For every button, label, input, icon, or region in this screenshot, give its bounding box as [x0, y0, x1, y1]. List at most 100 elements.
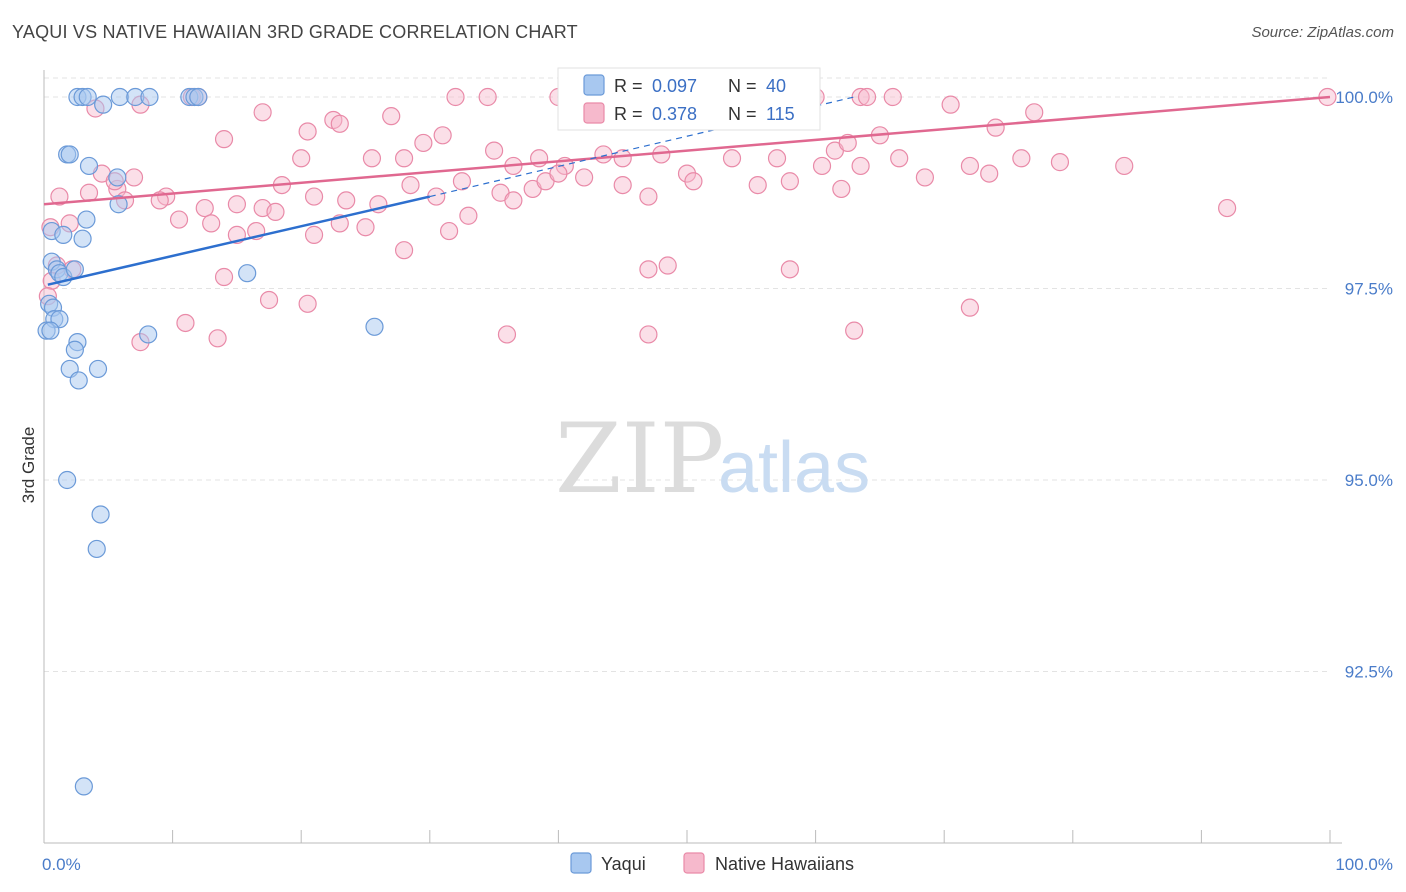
- point-native-hawaiians: [266, 202, 285, 221]
- point-native-hawaiians: [124, 168, 144, 187]
- point-native-hawaiians: [362, 149, 382, 168]
- point-native-hawaiians: [613, 175, 632, 195]
- point-native-hawaiians: [748, 175, 767, 195]
- point-native-hawaiians: [549, 164, 568, 183]
- point-native-hawaiians: [304, 225, 324, 244]
- point-native-hawaiians: [169, 210, 189, 229]
- y-axis-title: 3rd Grade: [19, 427, 38, 504]
- watermark: ZIP atlas: [555, 403, 870, 515]
- point-native-hawaiians: [960, 156, 980, 176]
- y-tick-label: 97.5%: [1345, 280, 1393, 299]
- legend-r-value-hawaiian: 0.378: [652, 104, 697, 124]
- point-native-hawaiians: [298, 122, 317, 141]
- y-tick-label: 100.0%: [1335, 88, 1393, 107]
- point-native-hawaiians: [253, 103, 272, 122]
- grid-layer: 100.0% 97.5% 95.0% 92.5%: [44, 77, 1393, 682]
- x-tick-label-max: 100.0%: [1335, 855, 1393, 874]
- bottom-legend-label-yaqui: Yaqui: [601, 854, 646, 874]
- legend-r-label-hawaiian: R =: [614, 104, 643, 124]
- point-native-hawaiians: [298, 294, 317, 313]
- legend-n-value-yaqui: 40: [766, 76, 786, 96]
- point-native-hawaiians: [433, 126, 452, 145]
- point-native-hawaiians: [941, 95, 960, 114]
- point-native-hawaiians: [330, 114, 349, 133]
- point-native-hawaiians: [639, 260, 658, 279]
- point-native-hawaiians: [780, 260, 799, 279]
- point-native-hawaiians: [890, 149, 909, 168]
- point-native-hawaiians: [639, 187, 658, 206]
- point-native-hawaiians: [658, 256, 677, 275]
- point-yaqui: [91, 505, 110, 524]
- point-native-hawaiians: [1050, 153, 1070, 172]
- point-yaqui: [88, 359, 108, 379]
- point-native-hawaiians: [1012, 149, 1031, 168]
- trend-line-yaqui: [47, 195, 431, 286]
- point-native-hawaiians: [485, 141, 504, 160]
- point-native-hawaiians: [504, 191, 523, 210]
- correlation-legend: R = 0.097 N = 40 R = 0.378 N = 115: [557, 67, 821, 131]
- point-native-hawaiians: [883, 87, 902, 107]
- point-native-hawaiians: [214, 130, 234, 149]
- point-native-hawaiians: [459, 206, 478, 225]
- point-native-hawaiians: [394, 149, 414, 168]
- point-native-hawaiians: [337, 191, 356, 210]
- chart-title: YAQUI VS NATIVE HAWAIIAN 3RD GRADE CORRE…: [12, 22, 578, 42]
- point-native-hawaiians: [960, 298, 980, 317]
- chart-source: Source: ZipAtlas.com: [1251, 24, 1394, 41]
- point-native-hawaiians: [401, 175, 420, 195]
- point-native-hawaiians: [292, 149, 311, 168]
- y-tick-label: 92.5%: [1345, 663, 1393, 682]
- point-native-hawaiians: [176, 313, 195, 333]
- point-yaqui: [140, 87, 159, 107]
- y-tick-label: 95.0%: [1345, 471, 1393, 490]
- point-native-hawaiians: [684, 172, 703, 191]
- point-native-hawaiians: [202, 214, 221, 233]
- point-yaqui: [94, 95, 113, 114]
- point-yaqui: [41, 321, 60, 340]
- point-native-hawaiians: [439, 221, 459, 241]
- point-native-hawaiians: [639, 325, 658, 344]
- point-native-hawaiians: [915, 168, 935, 187]
- axis-layer: 0.0% 100.0%: [42, 70, 1393, 874]
- point-native-hawaiians: [857, 87, 877, 107]
- point-yaqui: [65, 340, 84, 359]
- legend-r-label-yaqui: R =: [614, 76, 643, 96]
- point-yaqui: [65, 260, 84, 279]
- point-yaqui: [139, 325, 158, 344]
- point-native-hawaiians: [50, 187, 69, 206]
- point-native-hawaiians: [394, 241, 414, 260]
- point-native-hawaiians: [208, 329, 227, 348]
- point-native-hawaiians: [478, 87, 497, 107]
- watermark-zip: ZIP: [555, 403, 724, 515]
- legend-n-label-yaqui: N =: [728, 76, 757, 96]
- point-yaqui: [189, 87, 208, 107]
- legend-swatch-native-hawaiians: [583, 102, 605, 124]
- point-yaqui: [77, 210, 96, 229]
- point-yaqui: [108, 168, 127, 187]
- point-yaqui: [73, 229, 92, 248]
- series-yaqui: [37, 87, 384, 796]
- point-native-hawaiians: [446, 87, 465, 107]
- legend-n-value-hawaiian: 115: [766, 104, 795, 124]
- point-native-hawaiians: [767, 149, 787, 168]
- point-native-hawaiians: [195, 198, 214, 218]
- point-native-hawaiians: [356, 218, 375, 237]
- point-native-hawaiians: [832, 179, 851, 199]
- point-native-hawaiians: [414, 133, 433, 153]
- point-native-hawaiians: [575, 168, 594, 187]
- x-tick-label-min: 0.0%: [42, 855, 81, 874]
- point-native-hawaiians: [780, 172, 799, 191]
- point-native-hawaiians: [79, 183, 99, 202]
- point-native-hawaiians: [497, 325, 517, 344]
- point-native-hawaiians: [452, 172, 472, 191]
- point-yaqui: [365, 317, 384, 336]
- point-yaqui: [58, 470, 77, 490]
- point-yaqui: [79, 156, 99, 176]
- point-yaqui: [238, 264, 257, 283]
- bottom-legend-label-native-hawaiians: Native Hawaiians: [715, 854, 854, 874]
- point-native-hawaiians: [594, 145, 613, 164]
- point-yaqui: [110, 87, 129, 107]
- trend-line-native-hawaiians: [43, 95, 1331, 206]
- point-native-hawaiians: [1218, 198, 1237, 218]
